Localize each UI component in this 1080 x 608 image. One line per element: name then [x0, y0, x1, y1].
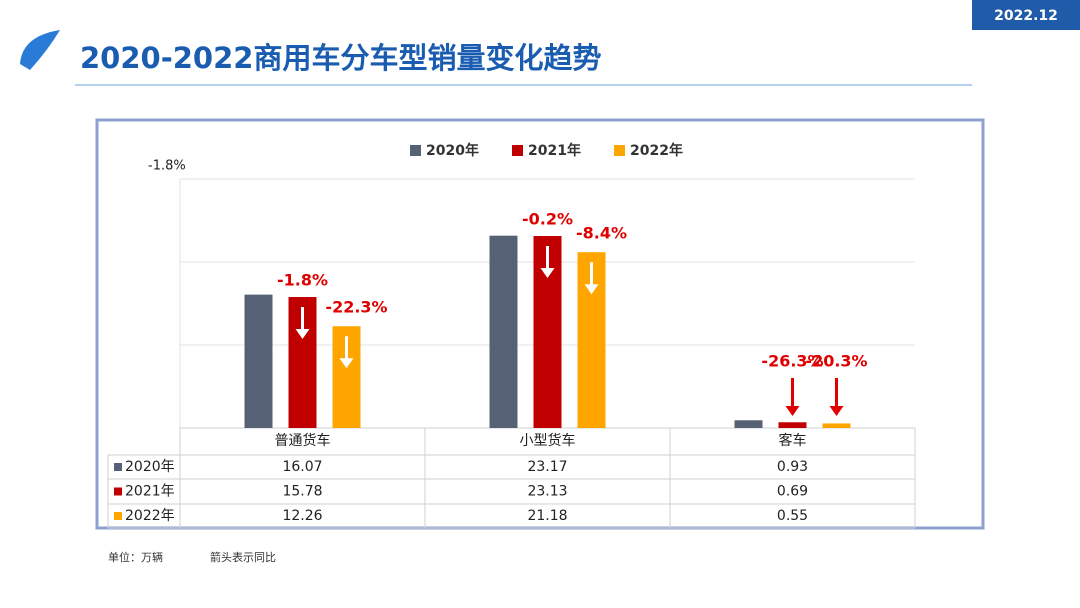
- legend-label: 2020年: [426, 142, 479, 159]
- change-label: -20.3%: [805, 352, 867, 371]
- legend-label: 2022年: [630, 142, 683, 159]
- table-value: 16.07: [282, 459, 322, 475]
- table-swatch: [114, 463, 122, 471]
- bar: [734, 420, 763, 428]
- bar: [489, 235, 518, 428]
- legend-swatch: [410, 145, 421, 156]
- title: 2020-2022商用车分车型销量变化趋势: [80, 41, 601, 75]
- table-value: 23.17: [527, 459, 567, 475]
- bar: [244, 294, 273, 428]
- table-value: 0.93: [777, 459, 808, 475]
- category-label: 客车: [779, 432, 807, 449]
- category-label: 小型货车: [520, 432, 576, 449]
- legend-swatch: [512, 145, 523, 156]
- note: 箭头表示同比: [210, 550, 276, 564]
- date-box: [972, 0, 1080, 30]
- change-label: -0.2%: [522, 210, 573, 229]
- change-label: -1.8%: [277, 271, 328, 290]
- legend-label: 2021年: [528, 142, 581, 159]
- change-arrow: [785, 406, 800, 416]
- bar: [778, 422, 807, 428]
- table-series: 2022年: [125, 508, 175, 524]
- table-series: 2020年: [125, 459, 175, 475]
- change-label: -8.4%: [576, 224, 627, 243]
- change-label: -22.3%: [325, 298, 387, 317]
- logo: [20, 30, 60, 70]
- table-swatch: [114, 512, 122, 520]
- table-value: 23.13: [527, 484, 567, 500]
- bar: [822, 423, 851, 428]
- table-value: 0.69: [777, 484, 808, 500]
- category-label: 普通货车: [275, 432, 331, 449]
- table-swatch: [114, 487, 122, 496]
- table-series: 2021年: [125, 484, 175, 500]
- corner-note: -1.8%: [148, 159, 186, 174]
- change-arrow: [829, 406, 844, 416]
- table-value: 15.78: [282, 484, 322, 500]
- table-value: 0.55: [777, 508, 808, 524]
- change-arrow: [584, 284, 599, 295]
- table-value: 21.18: [527, 508, 567, 524]
- change-label: -26.3%: [761, 352, 823, 371]
- change-arrow: [339, 358, 354, 369]
- change-arrow: [540, 268, 555, 279]
- change-arrow: [295, 329, 310, 340]
- legend-swatch: [614, 145, 625, 156]
- table-value: 12.26: [282, 508, 322, 524]
- unit: 单位：万辆: [108, 550, 163, 564]
- date: 2022.12: [994, 8, 1058, 24]
